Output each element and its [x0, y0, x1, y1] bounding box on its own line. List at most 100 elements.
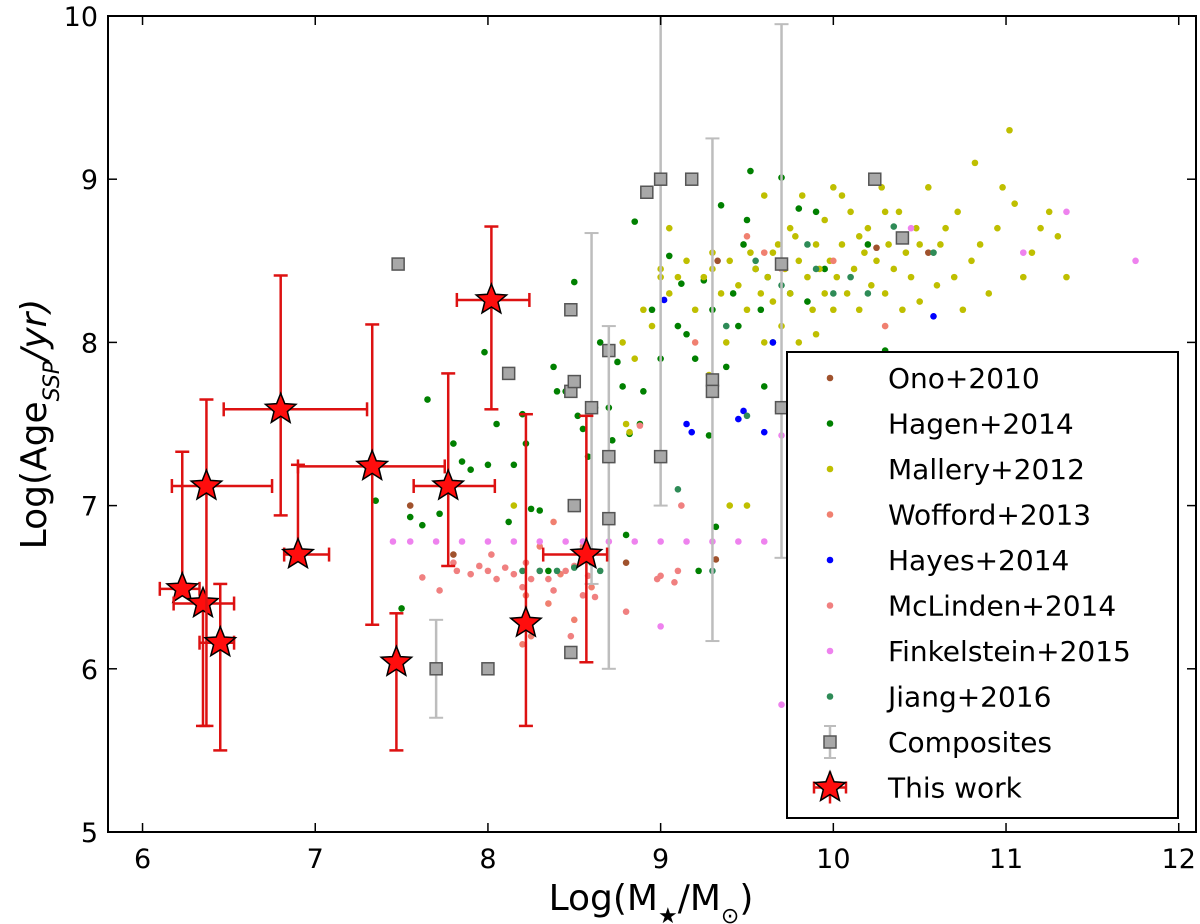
data-point — [1037, 224, 1044, 232]
composite-point — [391, 257, 405, 271]
data-point — [722, 339, 730, 346]
data-point — [930, 312, 937, 320]
data-point — [740, 241, 747, 248]
data-point — [757, 290, 765, 297]
data-point — [937, 241, 944, 248]
x-tick-label: 9 — [652, 844, 669, 875]
data-point — [729, 290, 737, 297]
data-point — [792, 233, 799, 240]
y-tick-label: 7 — [81, 492, 98, 523]
composite-point — [564, 303, 578, 317]
composite-point — [602, 449, 616, 464]
data-point — [536, 543, 544, 550]
data-point — [1028, 249, 1036, 256]
data-point — [631, 538, 639, 545]
data-point — [821, 265, 828, 273]
data-point — [510, 461, 518, 469]
data-point — [550, 518, 557, 526]
data-point — [864, 224, 872, 232]
data-point — [735, 538, 742, 545]
data-point — [890, 265, 898, 273]
this-work-star — [203, 624, 238, 658]
data-point — [536, 507, 544, 514]
data-point — [398, 605, 405, 612]
data-point — [999, 184, 1006, 191]
composite-point — [481, 662, 495, 676]
this-work-star — [185, 585, 221, 619]
data-point — [700, 273, 708, 281]
data-point — [795, 339, 803, 346]
composite-point — [895, 231, 910, 245]
data-point — [930, 249, 937, 256]
data-point — [562, 567, 569, 575]
composite-point — [653, 172, 668, 186]
legend-label: This work — [887, 772, 1023, 805]
data-point — [619, 339, 626, 346]
data-point — [769, 339, 777, 346]
data-point — [752, 265, 759, 273]
data-point — [476, 562, 483, 570]
data-point — [550, 587, 557, 594]
plot-frame — [107, 15, 1197, 833]
data-point — [674, 567, 682, 575]
data-point — [553, 388, 561, 395]
data-point — [467, 466, 474, 473]
data-point — [545, 567, 552, 575]
data-point — [760, 339, 768, 346]
composite-point — [640, 185, 654, 200]
legend-label: McLinden+2014 — [888, 590, 1116, 623]
data-point — [838, 192, 846, 199]
data-point — [804, 273, 811, 281]
data-point — [881, 322, 889, 330]
data-point — [760, 538, 768, 545]
data-point — [717, 290, 725, 297]
data-point — [821, 290, 828, 297]
data-point — [778, 701, 785, 709]
data-point — [458, 538, 466, 545]
data-point — [726, 502, 734, 509]
data-point — [830, 290, 837, 297]
data-point — [419, 521, 426, 529]
data-point — [795, 205, 803, 212]
data-point — [493, 575, 500, 583]
data-point — [760, 428, 768, 436]
data-point — [691, 339, 699, 346]
data-point — [786, 224, 794, 232]
composite-point — [705, 373, 720, 387]
data-point — [683, 538, 690, 545]
data-point — [570, 616, 578, 624]
data-point — [757, 306, 765, 314]
data-point — [493, 420, 500, 428]
data-point — [994, 224, 1001, 232]
legend-label: Hagen+2014 — [888, 408, 1074, 441]
data-point — [735, 415, 742, 423]
data-point — [608, 437, 616, 444]
composite-point — [868, 172, 882, 186]
data-point — [678, 280, 685, 287]
this-work-star — [474, 281, 509, 315]
y-tick-label: 8 — [81, 328, 98, 359]
data-point — [626, 428, 633, 436]
data-point — [545, 575, 552, 583]
data-point — [674, 322, 682, 330]
data-point — [950, 273, 958, 281]
data-point — [640, 306, 647, 314]
data-point — [591, 593, 599, 601]
data-point — [925, 249, 932, 256]
composite-point — [564, 645, 578, 660]
data-point — [640, 388, 647, 395]
data-point — [545, 600, 552, 607]
legend-marker — [826, 556, 834, 564]
data-point — [657, 623, 664, 630]
data-point — [747, 167, 754, 175]
data-point — [847, 273, 854, 281]
data-point — [942, 224, 949, 232]
this-work-star — [189, 467, 224, 501]
data-point — [726, 257, 734, 265]
data-point — [740, 407, 747, 415]
data-point — [683, 420, 690, 428]
data-point — [821, 216, 828, 224]
data-point — [907, 273, 915, 281]
data-point — [636, 422, 644, 429]
